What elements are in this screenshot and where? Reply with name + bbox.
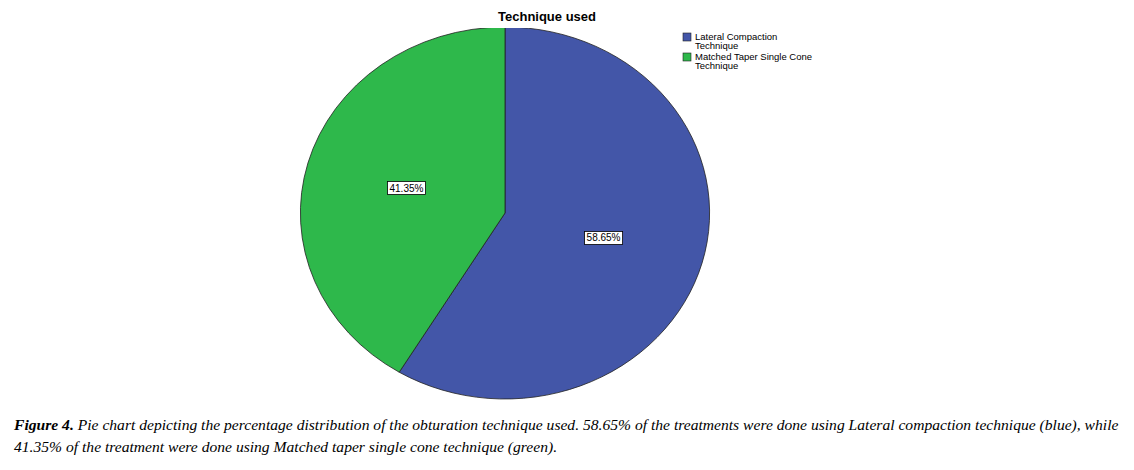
- legend-label: Matched Taper Single ConeTechnique: [695, 51, 812, 71]
- pie-slice: [300, 28, 505, 372]
- chart: Technique used 58.65% 41.35% Lateral Compac…: [0, 0, 1134, 470]
- data-labels: 58.65% 41.35%: [387, 182, 622, 245]
- data-label-box: [585, 231, 623, 244]
- caption-label: Figure 4.: [14, 416, 74, 433]
- legend-swatch: [683, 33, 691, 41]
- data-label-group: 58.65%: [585, 231, 623, 244]
- chart-title: Technique used: [498, 9, 596, 24]
- data-label-box: [387, 182, 425, 195]
- data-label-group: 41.35%: [387, 182, 425, 195]
- plot-area: [300, 28, 709, 399]
- legend-label: Lateral CompactionTechnique: [695, 31, 777, 51]
- legend: Lateral CompactionTechniqueMatched Taper…: [683, 31, 812, 71]
- legend-swatch: [683, 53, 691, 61]
- data-label: 58.65%: [587, 232, 621, 243]
- data-label: 41.35%: [389, 183, 423, 194]
- caption-block: Figure 4. Pie chart depicting the percen…: [14, 414, 1129, 458]
- pie: [300, 28, 709, 399]
- caption-text: Pie chart depicting the percentage distr…: [14, 416, 1118, 455]
